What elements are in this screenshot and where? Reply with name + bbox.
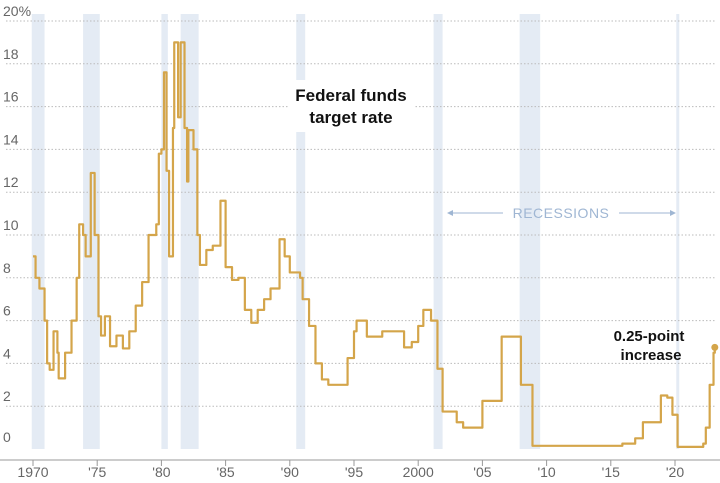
y-tick-label: 18 [3,46,19,62]
series-line-fed-funds [33,41,716,448]
gridlines [6,20,716,407]
recession-band-3 [180,14,199,449]
title-line-2: target rate [309,108,392,127]
y-tick-label: 12 [3,174,19,190]
recession-band-0 [31,14,45,449]
y-axis-ticks: 20% 18 16 14 12 10 8 6 4 2 0 [3,3,31,445]
recessions-label-group: RECESSIONS [447,205,676,221]
y-tick-label: 8 [3,260,11,276]
y-tick-label: 4 [3,345,11,361]
recession-band-2 [161,14,168,449]
x-tick-label: '90 [281,464,299,478]
x-tick-label: '75 [88,464,106,478]
recession-band-6 [519,14,541,449]
end-point-marker [711,343,719,351]
chart-title: Federal funds target rate [288,80,414,132]
recession-bands [31,14,680,449]
annotation-line-1: 0.25-point [614,328,685,345]
annotation-line-2: increase [621,347,682,364]
recession-band-7 [676,14,680,449]
x-tick-label: '15 [602,464,620,478]
x-tick-label: '20 [666,464,684,478]
x-tick-label: 2000 [403,464,434,478]
x-tick-label: '10 [537,464,555,478]
annotation-increase: 0.25-point increase [614,328,685,364]
x-tick-label: '95 [345,464,363,478]
y-tick-label: 0 [3,429,11,445]
x-tick-label: '80 [152,464,170,478]
y-tick-label: 6 [3,303,11,319]
y-tick-label: 16 [3,89,19,105]
arrowhead-right-icon [670,210,676,216]
y-tick-label: 20% [3,3,31,19]
x-tick-label: '05 [473,464,491,478]
y-tick-label: 14 [3,131,19,147]
x-axis: 1970 '75 '80 '85 '90 '95 2000 '05 '10 '15 '20 [0,459,720,480]
y-tick-label: 2 [3,388,11,404]
y-tick-label: 10 [3,217,19,233]
arrowhead-left-icon [447,210,453,216]
recession-band-5 [433,14,443,449]
title-line-1: Federal funds [295,86,406,105]
recession-band-4 [296,14,306,449]
x-tick-label: 1970 [17,464,48,478]
recessions-label: RECESSIONS [513,205,610,221]
x-tick-label: '85 [216,464,234,478]
